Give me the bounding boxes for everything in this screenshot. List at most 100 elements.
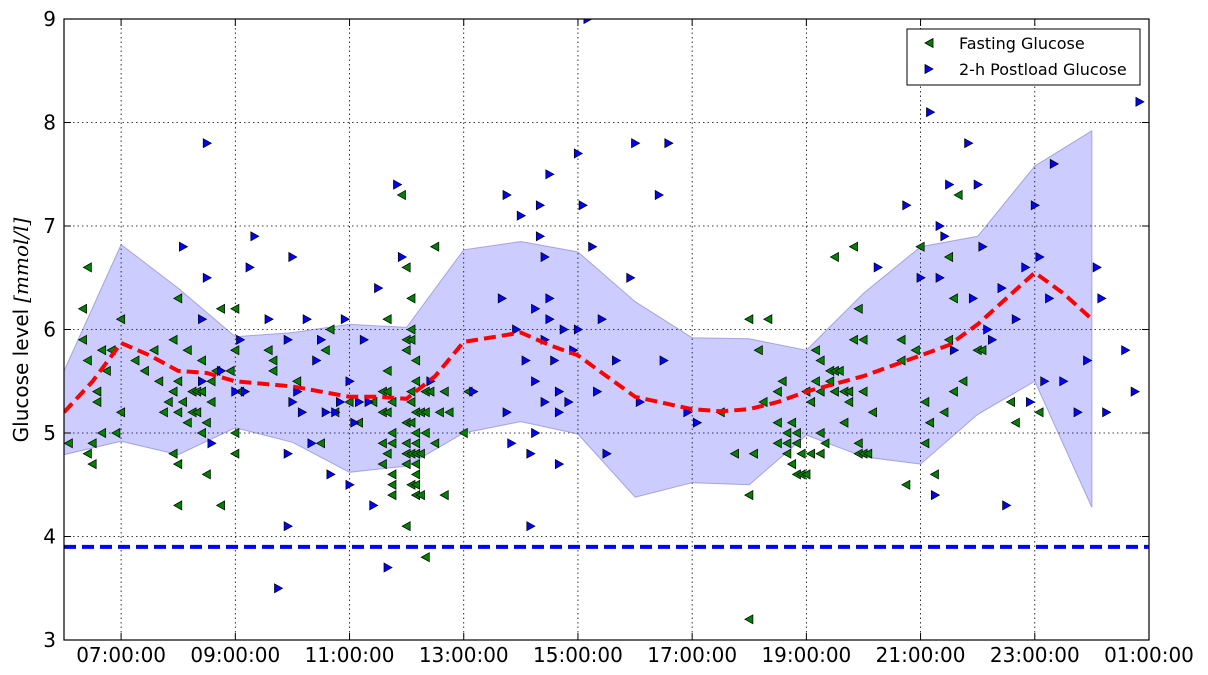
- fasting-point: [401, 262, 411, 273]
- fasting-point: [111, 427, 121, 439]
- fasting-point: [867, 407, 877, 418]
- postload-point: [1035, 251, 1045, 263]
- fasting-point: [839, 417, 849, 428]
- fasting-point: [406, 324, 416, 335]
- fasting-point: [401, 521, 411, 532]
- x-tick-label: 13:00:00: [419, 643, 509, 667]
- fasting-point: [834, 365, 844, 376]
- postload-point: [583, 19, 593, 25]
- postload-point: [531, 376, 541, 387]
- postload-point: [1121, 345, 1131, 356]
- postload-point: [179, 241, 189, 252]
- postload-point: [949, 345, 960, 356]
- fasting-point: [168, 386, 178, 397]
- x-tick-label: 11:00:00: [305, 643, 395, 667]
- fasting-point: [729, 448, 739, 459]
- postload-point: [692, 417, 703, 428]
- trend-line: [64, 270, 1094, 414]
- postload-point: [245, 262, 255, 273]
- x-tick-label: 17:00:00: [647, 643, 737, 667]
- postload-point: [1130, 386, 1140, 397]
- postload-point: [654, 189, 665, 201]
- fasting-point: [410, 459, 421, 470]
- fasting-point: [172, 407, 183, 418]
- y-tick-label: 6: [43, 318, 56, 342]
- postload-point: [317, 334, 327, 345]
- postload-point: [236, 334, 246, 345]
- fasting-point: [829, 386, 839, 397]
- postload-point: [997, 283, 1007, 294]
- postload-point: [340, 314, 351, 325]
- fasting-point: [805, 396, 816, 408]
- x-tick-label: 19:00:00: [761, 643, 851, 667]
- fasting-point: [377, 459, 387, 470]
- fasting-point: [791, 427, 801, 439]
- fasting-point: [406, 334, 416, 345]
- postload-point: [1011, 314, 1022, 325]
- fasting-point: [434, 407, 444, 418]
- fasting-point: [87, 459, 97, 470]
- postload-point: [469, 386, 479, 397]
- fasting-point: [406, 386, 416, 397]
- postload-point: [1021, 262, 1031, 273]
- fasting-point: [753, 345, 763, 356]
- fasting-point: [382, 448, 392, 459]
- postload-point: [902, 200, 912, 211]
- postload-point: [531, 303, 541, 314]
- fasting-point: [387, 469, 397, 480]
- fasting-point: [782, 438, 792, 449]
- postload-point: [516, 210, 527, 221]
- postload-point: [635, 396, 646, 408]
- postload-point: [554, 459, 565, 470]
- legend-fasting-label: Fasting Glucose: [959, 34, 1085, 53]
- fasting-point: [172, 376, 183, 387]
- postload-point: [397, 251, 408, 263]
- x-tick-label: 07:00:00: [76, 643, 166, 667]
- fasting-point: [939, 407, 949, 418]
- fasting-point: [215, 303, 225, 314]
- postload-point: [573, 324, 584, 335]
- fasting-point: [1010, 417, 1020, 428]
- postload-point: [512, 324, 522, 335]
- fasting-point: [172, 293, 183, 304]
- fasting-point: [230, 448, 240, 459]
- postload-point: [545, 169, 555, 180]
- fasting-point: [420, 407, 430, 418]
- postload-point: [664, 138, 674, 149]
- fasting-point: [401, 345, 411, 356]
- postload-point: [564, 396, 574, 408]
- fasting-point: [848, 241, 858, 252]
- fasting-point: [415, 490, 425, 501]
- postload-point: [1092, 262, 1102, 273]
- postload-point: [345, 376, 355, 387]
- fasting-point: [325, 324, 335, 335]
- fasting-point: [382, 314, 392, 325]
- fasting-point: [786, 417, 797, 428]
- fasting-point: [153, 376, 164, 387]
- postload-point: [202, 272, 213, 283]
- fasting-point: [920, 438, 930, 449]
- postload-point: [502, 189, 512, 201]
- postload-point: [355, 396, 365, 408]
- postload-point: [198, 314, 208, 325]
- fasting-point: [177, 396, 187, 408]
- fasting-point: [1034, 407, 1044, 418]
- fasting-point: [748, 448, 758, 459]
- fasting-point: [382, 365, 392, 376]
- x-tick-label: 09:00:00: [190, 643, 280, 667]
- fasting-point: [1005, 396, 1015, 408]
- fasting-point: [172, 500, 183, 511]
- postload-point: [593, 386, 603, 397]
- fasting-point: [64, 438, 73, 449]
- fasting-point: [406, 396, 416, 408]
- postload-point: [1049, 158, 1060, 169]
- postload-point: [364, 396, 374, 408]
- fasting-point: [201, 469, 211, 480]
- fasting-point: [829, 251, 839, 263]
- fasting-point: [401, 438, 411, 449]
- postload-point: [231, 386, 241, 397]
- fasting-point: [344, 396, 354, 408]
- postload-point: [502, 407, 512, 418]
- fasting-point: [182, 345, 192, 356]
- legend-postload-marker: [924, 63, 934, 75]
